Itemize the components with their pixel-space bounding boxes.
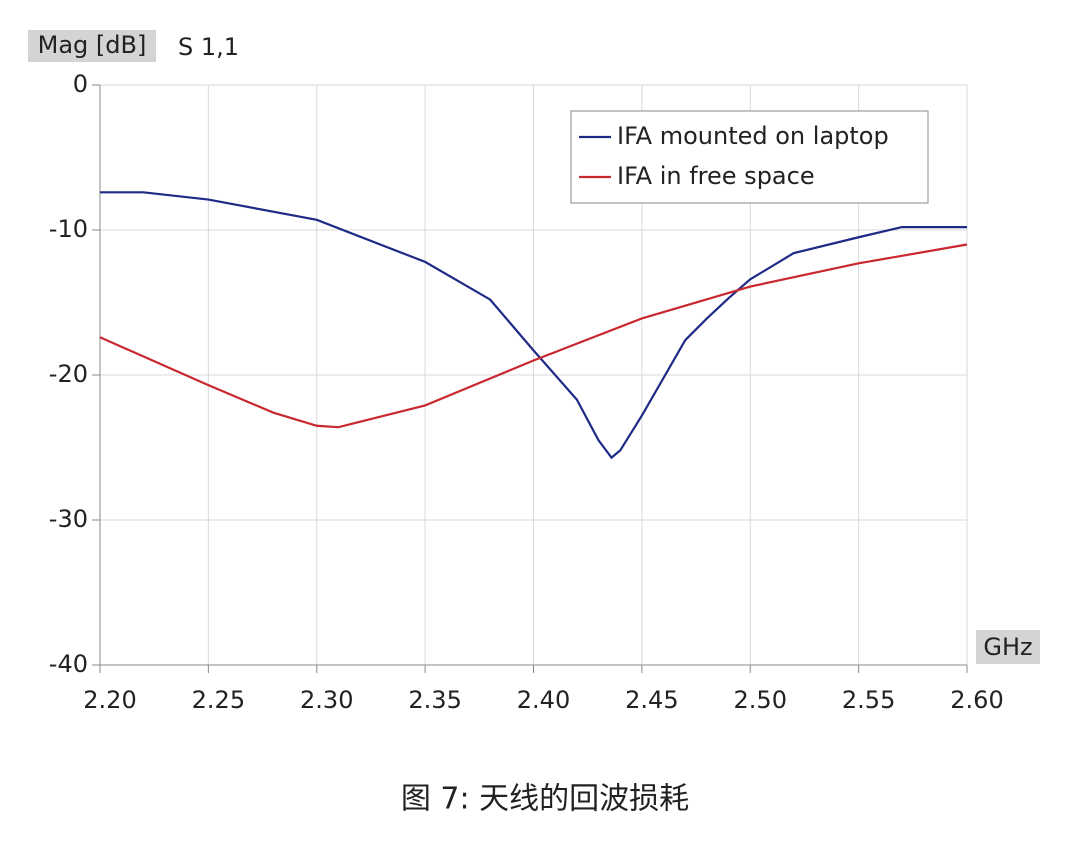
y-tick-label: -20 [49,360,88,388]
subtitle: S 1,1 [178,33,239,61]
y-label-box [28,30,156,62]
x-tick-label: 2.35 [408,686,461,714]
x-tick-label: 2.45 [625,686,678,714]
caption: 图 7: 天线的回波损耗 [401,782,689,817]
y-tick-label: -40 [49,650,88,678]
y-tick-label: -30 [49,505,88,533]
x-tick-label: 2.55 [842,686,895,714]
y-tick-label: -10 [49,215,88,243]
x-tick-label: 2.20 [83,686,136,714]
legend-label: IFA mounted on laptop [617,122,889,150]
legend-box [570,110,929,204]
x-axis-label: GHz [983,633,1032,661]
legend-label: IFA in free space [617,162,815,190]
series-line [100,191,967,460]
y-tick-label: 0 [73,70,88,98]
x-label-box [976,630,1040,664]
x-tick-label: 2.30 [300,686,353,714]
x-tick-label: 2.40 [517,686,570,714]
y-axis-label: Mag [dB] [38,31,147,59]
x-tick-label: 2.25 [192,686,245,714]
x-tick-label: 2.60 [950,686,1003,714]
x-tick-label: 2.50 [734,686,787,714]
series-line [99,243,968,429]
